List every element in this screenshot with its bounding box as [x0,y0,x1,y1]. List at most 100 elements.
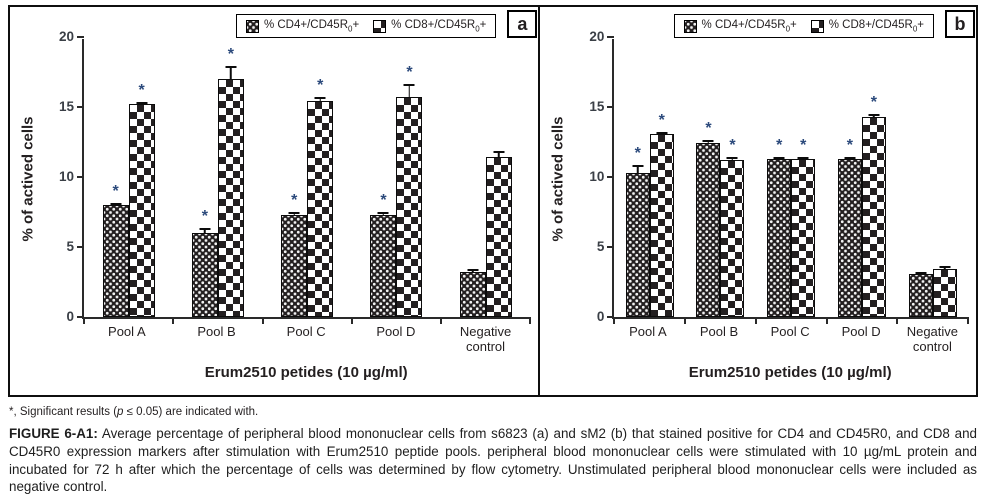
bar-cd8: * [861,94,886,317]
figure-caption: FIGURE 6-A1: Average percentage of perip… [9,425,977,496]
legend-item-cd8: % CD8+/CD45R0+ [373,19,486,33]
error-bar [403,84,415,98]
cd4-pattern-swatch-icon [683,19,697,33]
category-label: Pool A [108,324,146,339]
bar-cd8: * [396,65,423,317]
bar-cd8: * [791,138,816,317]
panel-label-a: a [507,10,538,38]
ytick-mark [77,106,84,108]
bar-group [441,151,530,317]
ytick-mark [77,316,84,318]
category-label: Pool C [770,324,810,339]
x-axis-title: Erum2510 petides (10 µg/ml) [688,363,892,381]
bar-cd4: * [281,192,308,317]
category-label: Pool C [286,324,326,339]
error-bar [868,113,880,118]
ytick-label: 0 [596,308,605,324]
legend-label-cd4: % CD4+/CD45R0+ [263,19,360,34]
error-bar [702,140,714,144]
cd8-pattern-swatch-icon [810,19,824,33]
error-bar [467,269,479,273]
category-label: Pool A [629,324,667,339]
legend: % CD4+/CD45R0+ % CD8+/CD45R0+ [673,14,934,39]
ytick-label: 5 [596,238,605,254]
panel-label-b: b [944,10,975,38]
significance-asterisk: * [846,137,854,155]
ytick-mark [77,36,84,38]
significance-asterisk: * [112,183,119,201]
x-axis-title: Erum2510 petides (10 µg/ml) [204,363,408,381]
bar-group: * * [685,121,756,317]
xtick-mark [966,317,969,324]
bar-cd4: * [625,146,650,317]
ytick-mark [607,316,615,318]
bar-cd8 [932,266,957,317]
error-bar [136,102,148,105]
bar-cd4: * [370,192,397,317]
y-axis-label-column: % of actived cells [16,39,40,381]
bar-group: * * [352,65,441,317]
error-bar [797,157,809,160]
x-category-labels: Pool A Pool B Pool C Pool D Negative control [612,324,968,355]
legend-item-cd4: % CD4+/CD45R0+ [245,19,360,34]
plot-wrap: 0 5 10 15 20 * * * * * * * * Pool A Pool B Pool C Pool … [570,29,976,381]
significance-footnote: *, Significant results (p ≤ 0.05) are in… [9,406,259,418]
legend-item-cd4: % CD4+/CD45R0+ [683,19,797,34]
ytick-label: 10 [589,168,605,184]
bar-group: * * [263,77,352,317]
xtick-mark [172,317,175,324]
ytick-mark [77,176,84,178]
ytick-mark [607,246,615,248]
xtick-mark [896,317,899,324]
legend-item-cd8: % CD8+/CD45R0+ [810,19,924,34]
bar-cd4: * [696,121,721,317]
legend-label-cd4: % CD4+/CD45R0+ [701,19,797,34]
category-label: Pool D [841,324,881,339]
panel-b: % CD4+/CD45R0+ % CD8+/CD45R0+ b % of act… [538,7,976,395]
significance-asterisk: * [380,191,387,209]
significance-asterisk: * [227,46,235,63]
figure-6a1: % CD4+/CD45R0+ % CD8+/CD45R0+ a % of act… [8,5,978,397]
significance-asterisk: * [291,191,298,209]
significance-asterisk: * [317,76,324,94]
ytick-mark [607,176,615,178]
ytick-label: 10 [58,168,74,184]
error-bar [632,165,644,173]
legend-label-cd8: % CD8+/CD45R0+ [828,19,924,34]
ytick-label: 5 [66,238,74,254]
bar-group: * * [84,83,173,317]
bar-group: * * [756,138,827,317]
category-label: Negative control [906,324,959,354]
bar-cd4 [908,271,933,317]
significance-asterisk: * [138,82,145,100]
ytick-mark [607,36,615,38]
xtick-mark [261,317,264,324]
error-bar [110,203,122,206]
significance-asterisk: * [776,137,783,155]
error-bar [915,271,927,275]
error-bar [773,157,785,160]
xtick-mark [825,317,828,324]
significance-asterisk: * [634,145,641,163]
ytick-mark [77,246,84,248]
figure-caption-label: FIGURE 6-A1: [9,426,98,441]
figure-caption-text: Average percentage of peripheral blood m… [9,426,977,495]
category-label: Pool B [699,324,739,339]
ytick-label: 20 [589,28,605,44]
ytick-label: 15 [58,98,74,114]
error-bar [314,96,326,103]
x-category-labels: Pool A Pool B Pool C Pool D Negative control [82,324,530,355]
xtick-mark [529,317,532,324]
error-bar [377,211,389,216]
error-bar [726,157,738,161]
ytick-label: 0 [66,308,74,324]
bar-group [897,266,968,317]
significance-asterisk: * [406,64,413,82]
bar-cd8: * [649,112,674,317]
category-label: Pool D [376,324,416,339]
legend-label-cd8: % CD8+/CD45R0+ [391,19,487,34]
xtick-mark [613,317,616,324]
xtick-mark [83,317,85,324]
xtick-mark [754,317,757,324]
category-label: Pool B [197,324,236,339]
